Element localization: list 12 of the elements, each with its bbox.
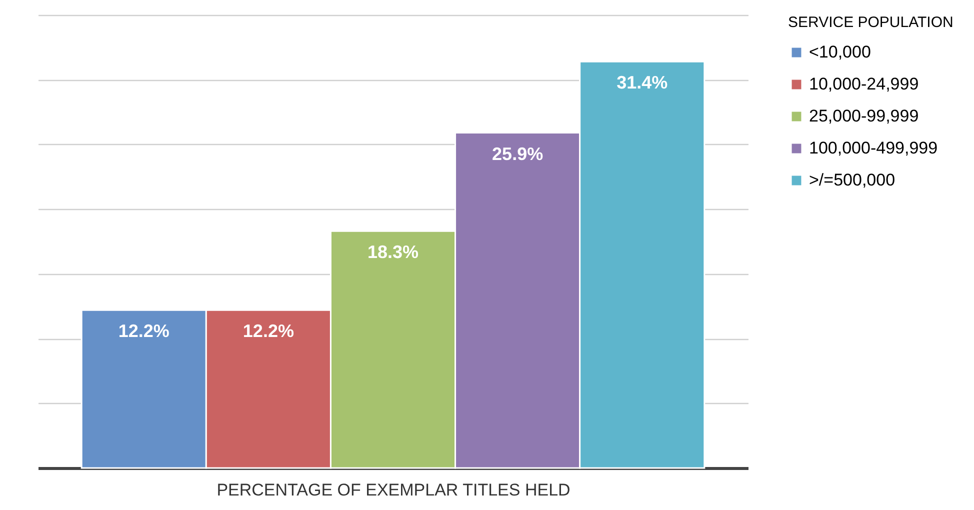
legend-title: SERVICE POPULATION: [788, 14, 954, 31]
data-label: 12.2%: [242, 321, 294, 342]
legend-label: 100,000-499,999: [809, 138, 938, 158]
legend-label: 25,000-99,999: [809, 106, 919, 126]
data-label: 18.3%: [367, 242, 419, 262]
legend-label: <10,000: [809, 42, 871, 62]
x-axis-title: PERCENTAGE OF EXEMPLAR TITLES HELD: [216, 480, 570, 500]
legend-label: >/=500,000: [809, 170, 896, 190]
data-label: 31.4%: [616, 72, 668, 93]
data-label: 12.2%: [118, 321, 170, 342]
data-label: 25.9%: [492, 144, 544, 164]
legend-label: 10,000-24,999: [809, 74, 919, 94]
